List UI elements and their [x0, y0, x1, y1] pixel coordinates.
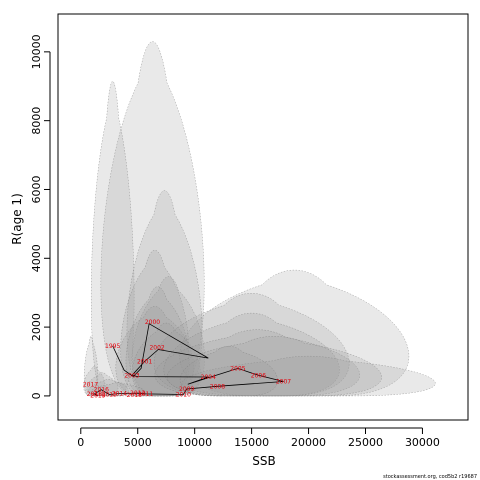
x-axis: 0 5000 10000 15000 20000 25000 30000	[77, 427, 440, 449]
confidence-region	[90, 382, 145, 397]
confidence-regions	[83, 41, 436, 397]
x-tick-label: 25000	[348, 436, 383, 449]
confidence-region	[88, 379, 129, 397]
year-label: 2014	[112, 391, 127, 398]
credit-text: stockassessment.org, cod5b2 r19687	[383, 474, 477, 480]
confidence-region	[179, 269, 409, 397]
confidence-region	[153, 293, 350, 397]
confidence-region	[83, 365, 106, 397]
year-label: 2015	[102, 392, 117, 399]
x-tick-label: 5000	[124, 436, 152, 449]
confidence-region	[154, 329, 360, 397]
y-axis-title: R(age 1)	[10, 193, 24, 245]
confidence-region	[120, 249, 190, 397]
confidence-region	[86, 372, 119, 397]
y-tick-label: 6000	[30, 175, 43, 203]
y-tick-label: 2000	[30, 313, 43, 341]
year-label: 2002	[149, 345, 164, 352]
plot-frame	[57, 13, 469, 421]
confidence-region	[132, 276, 205, 397]
year-label: 2011	[138, 391, 153, 398]
year-label: 2000	[145, 319, 160, 326]
year-label: 2017	[83, 382, 98, 389]
x-tick-label: 20000	[291, 436, 326, 449]
year-label: 2006	[251, 372, 266, 379]
y-axis: 0 2000 4000 6000 8000 10000	[30, 34, 51, 399]
x-tick-label: 15000	[234, 436, 269, 449]
year-label: 2012	[130, 390, 145, 397]
year-label: 2001	[137, 359, 152, 366]
x-tick-label: 30000	[405, 436, 440, 449]
year-label: 2019	[90, 393, 105, 400]
confidence-region	[181, 355, 436, 397]
year-label: 2009	[179, 386, 194, 393]
confidence-region	[163, 312, 340, 397]
y-tick-label: 8000	[30, 107, 43, 135]
confidence-region	[90, 81, 135, 397]
year-label: 2010	[176, 392, 191, 399]
confidence-region	[125, 286, 190, 397]
confidence-region	[100, 41, 205, 397]
year-label: 2018	[87, 391, 102, 398]
confidence-region	[83, 336, 99, 397]
x-axis-title: SSB	[252, 454, 275, 468]
year-label: 2003	[124, 372, 139, 379]
x-tick-label: 10000	[177, 436, 212, 449]
year-label: 1995	[105, 343, 120, 350]
year-labels: 1995 2000 2001 2002 2003 2004 2005 2006 2007 2008…	[83, 319, 291, 400]
confidence-region	[167, 336, 382, 397]
year-label: 2013	[127, 392, 142, 399]
year-label: 2016	[94, 387, 109, 394]
year-label: 2005	[230, 365, 245, 372]
y-tick-label: 0	[30, 392, 43, 399]
trajectory	[93, 323, 284, 396]
y-tick-label: 10000	[30, 34, 43, 69]
year-label: 2004	[201, 374, 216, 381]
year-label: 2007	[276, 379, 291, 386]
trajectory-line	[93, 323, 284, 396]
y-tick-label: 4000	[30, 244, 43, 272]
year-label: 2008	[210, 383, 225, 390]
x-tick-label: 0	[77, 436, 84, 449]
